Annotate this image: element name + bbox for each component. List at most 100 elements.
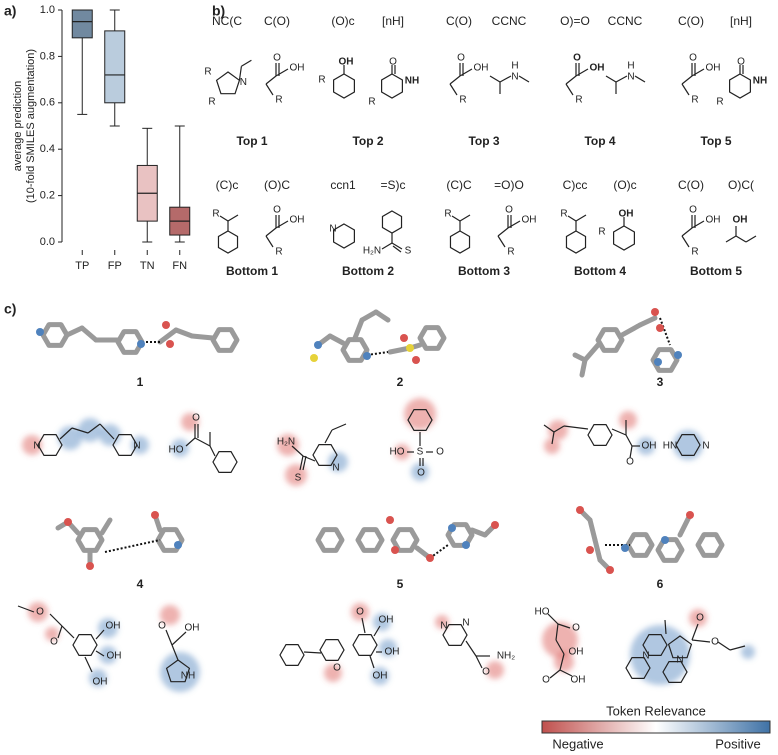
bond [681,235,690,248]
atom-label: O [542,675,550,686]
y-tick-label: 0.4 [40,143,55,155]
atom-3d [400,334,408,342]
atom-3d [386,516,394,524]
atom-label: N [627,72,634,83]
atom-label: R [318,75,325,86]
bond [359,309,379,323]
bond [691,220,705,229]
bond [373,625,381,637]
bond [611,428,627,436]
fragment-label: Top 5 [700,134,731,148]
atom-3d [462,541,470,549]
bond [691,639,711,643]
atom-label: HO [390,447,405,458]
bond [507,220,521,229]
ring [210,327,240,353]
atom-3d [86,562,94,570]
atom-3d [310,354,318,362]
atom-3d [36,328,44,336]
bond [553,425,565,433]
atom-3d [406,344,414,352]
ring [165,659,191,683]
atom-label: O [457,53,465,64]
bond [518,75,530,83]
bond [475,655,483,669]
atom-label: OH [733,215,748,226]
atom-label: R [560,209,567,220]
bond [587,517,598,543]
bond [619,322,643,338]
bond [99,423,115,440]
fragment-label: Bottom 3 [458,264,510,278]
atom-label: O [389,57,397,68]
legend-high: Positive [715,736,761,751]
bond [238,66,243,81]
bond [381,242,393,250]
atom-label: O [417,468,425,479]
atom-label: N [440,621,447,632]
ring [319,639,345,661]
atom-label: R [691,95,698,106]
atom-label: OH [93,677,108,688]
atom-3d [621,544,629,552]
ring [655,537,685,563]
atom-label: O [505,205,513,216]
box [71,9,93,39]
relevance-halo [78,418,102,442]
atom-label: O [572,623,580,634]
bond [275,68,289,77]
bond [392,245,402,253]
atom-label: H [627,61,634,72]
atom-label: O [36,607,44,618]
atom-label: R [212,209,219,220]
atom-label: N [240,77,247,88]
legend-title: Token Relevance [606,703,706,718]
bond [95,650,105,657]
atom-label: R [444,209,451,220]
atom-label: N [462,618,469,629]
bond [615,75,628,83]
atom-label: O [158,621,166,632]
y-tick-label: 1.0 [40,4,55,16]
ring [642,634,668,656]
relevance-halo [379,639,397,657]
token: (O)C [264,178,290,192]
ring [381,210,403,234]
atom-3d [606,566,614,574]
bond [265,75,277,85]
bond [664,619,667,635]
atom-label: R [208,97,215,108]
atom-label: HO [169,445,184,456]
token: ccn1 [330,178,356,192]
bond [497,235,506,248]
bond [717,641,731,651]
bond [209,445,216,457]
fragment-label: Top 1 [236,134,267,148]
token: (C)c [216,178,239,192]
complex-label: 3 [657,375,664,389]
atom-label: O [711,637,719,648]
atom-label: OH [373,671,388,682]
bond [567,215,577,222]
atom-label: OH [339,57,354,68]
ring [667,635,693,659]
ring [40,322,70,348]
atom-label: OH [571,675,586,686]
ring [595,327,625,353]
atom-3d [686,511,694,519]
relevance-halo [285,464,307,486]
bond [165,629,173,646]
panel-label: c) [4,301,16,317]
ring [75,527,105,553]
ring [650,347,680,373]
relevance-halo [619,411,637,429]
ring [407,409,433,431]
bond [592,537,603,563]
bond [265,235,274,248]
bond [59,427,73,440]
bond [559,653,565,671]
ring [675,434,701,456]
bond [171,644,179,661]
atom-3d [576,506,584,514]
bond [185,437,196,447]
